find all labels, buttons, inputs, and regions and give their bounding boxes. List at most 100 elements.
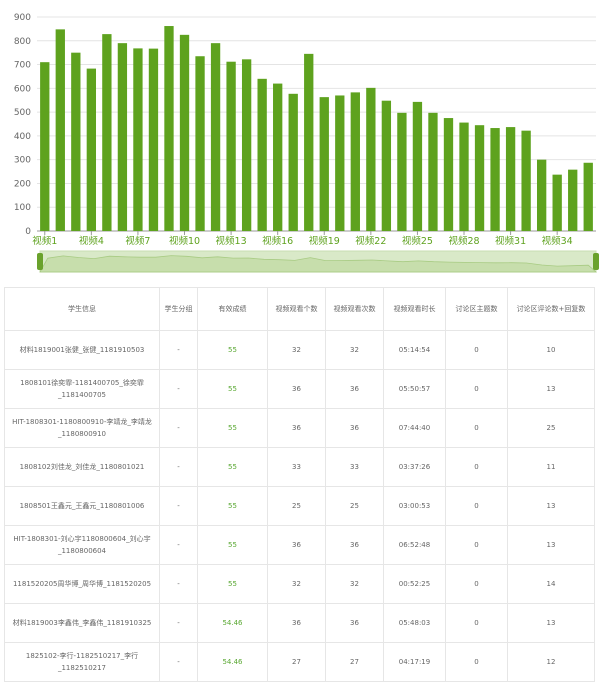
- bar: [257, 78, 267, 231]
- bar: [428, 112, 438, 231]
- view-count-cell: 32: [325, 564, 384, 604]
- header-group[interactable]: 学生分组: [159, 287, 198, 331]
- group-cell: -: [159, 603, 198, 643]
- bar: [195, 56, 205, 231]
- table-row[interactable]: 1181520205周华博_周华博_1181520205-55 32 32 00:52…: [4, 564, 595, 604]
- bar: [273, 83, 283, 231]
- forum-comments-cell: 25: [507, 408, 595, 448]
- y-tick-label: 600: [14, 84, 31, 94]
- view-count-cell: 27: [325, 642, 384, 682]
- header-view-count[interactable]: 视频观看次数: [325, 287, 384, 331]
- group-cell: -: [159, 447, 198, 487]
- group-cell: -: [159, 642, 198, 682]
- bar: [552, 174, 562, 231]
- view-count-cell: 33: [325, 447, 384, 487]
- table-row[interactable]: 1808102刘佳龙_刘佳龙_1180801021-55 33 33 03:37:26…: [4, 447, 595, 487]
- forum-comments-cell: 10: [507, 330, 595, 370]
- bar: [86, 68, 97, 231]
- table-row[interactable]: 材料1819001张健_张健_1181910503-55 32 32 05:14:54…: [4, 330, 595, 370]
- bar: [568, 169, 578, 231]
- video-count-cell: 32: [267, 330, 326, 370]
- table-body: 材料1819001张健_张健_1181910503-55 32 32 05:14:54…: [4, 330, 595, 682]
- forum-comments-cell: 14: [507, 564, 595, 604]
- video-count-cell: 36: [267, 369, 326, 409]
- table-row[interactable]: 材料1819003李鑫伟_李鑫伟_1181910325-54.46 36 36 05:…: [4, 603, 595, 643]
- bar: [474, 125, 485, 231]
- group-cell: -: [159, 564, 198, 604]
- valid-score-cell: 54.46: [197, 642, 268, 682]
- table-row[interactable]: 1808101徐奕霏-1181400705_徐奕霏_1181400705-55 3…: [4, 369, 595, 409]
- watch-duration-cell: 05:50:57: [383, 369, 446, 409]
- bar: [133, 48, 143, 232]
- x-tick-label: 视频16: [262, 235, 293, 247]
- x-tick-label: 视频34: [542, 235, 573, 247]
- view-count-cell: 25: [325, 486, 384, 526]
- y-tick-label: 0: [25, 227, 31, 237]
- watch-duration-cell: 07:44:40: [383, 408, 446, 448]
- bar: [335, 95, 345, 231]
- video-count-cell: 36: [267, 603, 326, 643]
- video-views-bar-chart: 0 100 200 300 400 500 600 700 800 900 视频1 视频4 视频7 视频1…: [0, 0, 600, 280]
- y-tick-label: 200: [14, 179, 31, 189]
- view-count-cell: 32: [325, 330, 384, 370]
- bar: [210, 43, 221, 232]
- forum-comments-cell: 12: [507, 642, 595, 682]
- group-cell: -: [159, 330, 198, 370]
- table-row[interactable]: 1825102-李行-1182510217_李行_1182510217-54.4…: [4, 642, 595, 682]
- zoom-handle-right[interactable]: [593, 253, 599, 270]
- group-cell: -: [159, 408, 198, 448]
- header-video-count[interactable]: 视频观看个数: [267, 287, 326, 331]
- x-tick-label: 视频10: [169, 235, 200, 247]
- student-stats-table: 学生信息 学生分组 有效成绩 视频观看个数 视频观看次数 视频观看时长 讨论区主…: [4, 287, 595, 682]
- zoom-handle-left[interactable]: [37, 253, 43, 270]
- bar: [583, 162, 593, 231]
- student-info-cell: 1808501王鑫元_王鑫元_1180801006: [4, 486, 160, 526]
- watch-duration-cell: 04:17:19: [383, 642, 446, 682]
- valid-score-cell: 55: [197, 369, 268, 409]
- bar: [490, 128, 500, 231]
- y-tick-label: 400: [14, 132, 31, 142]
- x-tick-label: 视频19: [309, 235, 340, 247]
- zoom-slider-preview: [39, 255, 598, 273]
- view-count-cell: 36: [325, 408, 384, 448]
- bar: [148, 48, 159, 231]
- student-info-cell: 1808101徐奕霏-1181400705_徐奕霏_1181400705: [4, 369, 160, 409]
- y-tick-label: 800: [14, 37, 31, 47]
- video-count-cell: 32: [267, 564, 326, 604]
- table-row[interactable]: 1808501王鑫元_王鑫元_1180801006-55 25 25 03:00:53…: [4, 486, 595, 526]
- x-tick-label: 视频7: [125, 235, 150, 247]
- student-info-cell: 材料1819001张健_张健_1181910503: [4, 330, 160, 370]
- header-valid-score[interactable]: 有效成绩: [197, 287, 268, 331]
- table-row[interactable]: HIT-1808301-刘心宇1180800604_刘心宇_1180800604…: [4, 525, 595, 565]
- bar: [521, 130, 531, 231]
- bar: [412, 101, 423, 232]
- table-row[interactable]: HIT-1808301-1180800910-李靖龙_李靖龙_118080091…: [4, 408, 595, 448]
- student-info-cell: HIT-1808301-刘心宇1180800604_刘心宇_1180800604: [4, 525, 160, 565]
- watch-duration-cell: 03:37:26: [383, 447, 446, 487]
- bar: [350, 92, 360, 232]
- group-cell: -: [159, 486, 198, 526]
- x-tick-label: 视频22: [355, 235, 386, 247]
- header-watch-duration[interactable]: 视频观看时长: [383, 287, 446, 331]
- group-cell: -: [159, 525, 198, 565]
- student-info-cell: 材料1819003李鑫伟_李鑫伟_1181910325: [4, 603, 160, 643]
- bar: [443, 118, 454, 231]
- bar: [381, 100, 392, 231]
- video-count-cell: 33: [267, 447, 326, 487]
- bar: [55, 29, 65, 232]
- bar: [536, 159, 547, 231]
- forum-comments-cell: 11: [507, 447, 595, 487]
- forum-comments-cell: 13: [507, 525, 595, 565]
- student-info-cell: HIT-1808301-1180800910-李靖龙_李靖龙_118080091…: [4, 408, 160, 448]
- header-forum-comments[interactable]: 讨论区评论数+回复数: [507, 287, 595, 331]
- chart-canvas: 0 100 200 300 400 500 600 700 800 900 视频1 视频4 视频7 视频1…: [14, 13, 599, 273]
- bar: [226, 61, 236, 231]
- y-tick-label: 300: [14, 156, 31, 166]
- forum-topics-cell: 0: [445, 447, 508, 487]
- header-student-info[interactable]: 学生信息: [4, 287, 160, 331]
- video-count-cell: 36: [267, 408, 326, 448]
- header-forum-topics[interactable]: 讨论区主题数: [445, 287, 508, 331]
- student-info-cell: 1181520205周华博_周华博_1181520205: [4, 564, 160, 604]
- student-info-cell: 1825102-李行-1182510217_李行_1182510217: [4, 642, 160, 682]
- x-tick-label: 视频25: [402, 235, 433, 247]
